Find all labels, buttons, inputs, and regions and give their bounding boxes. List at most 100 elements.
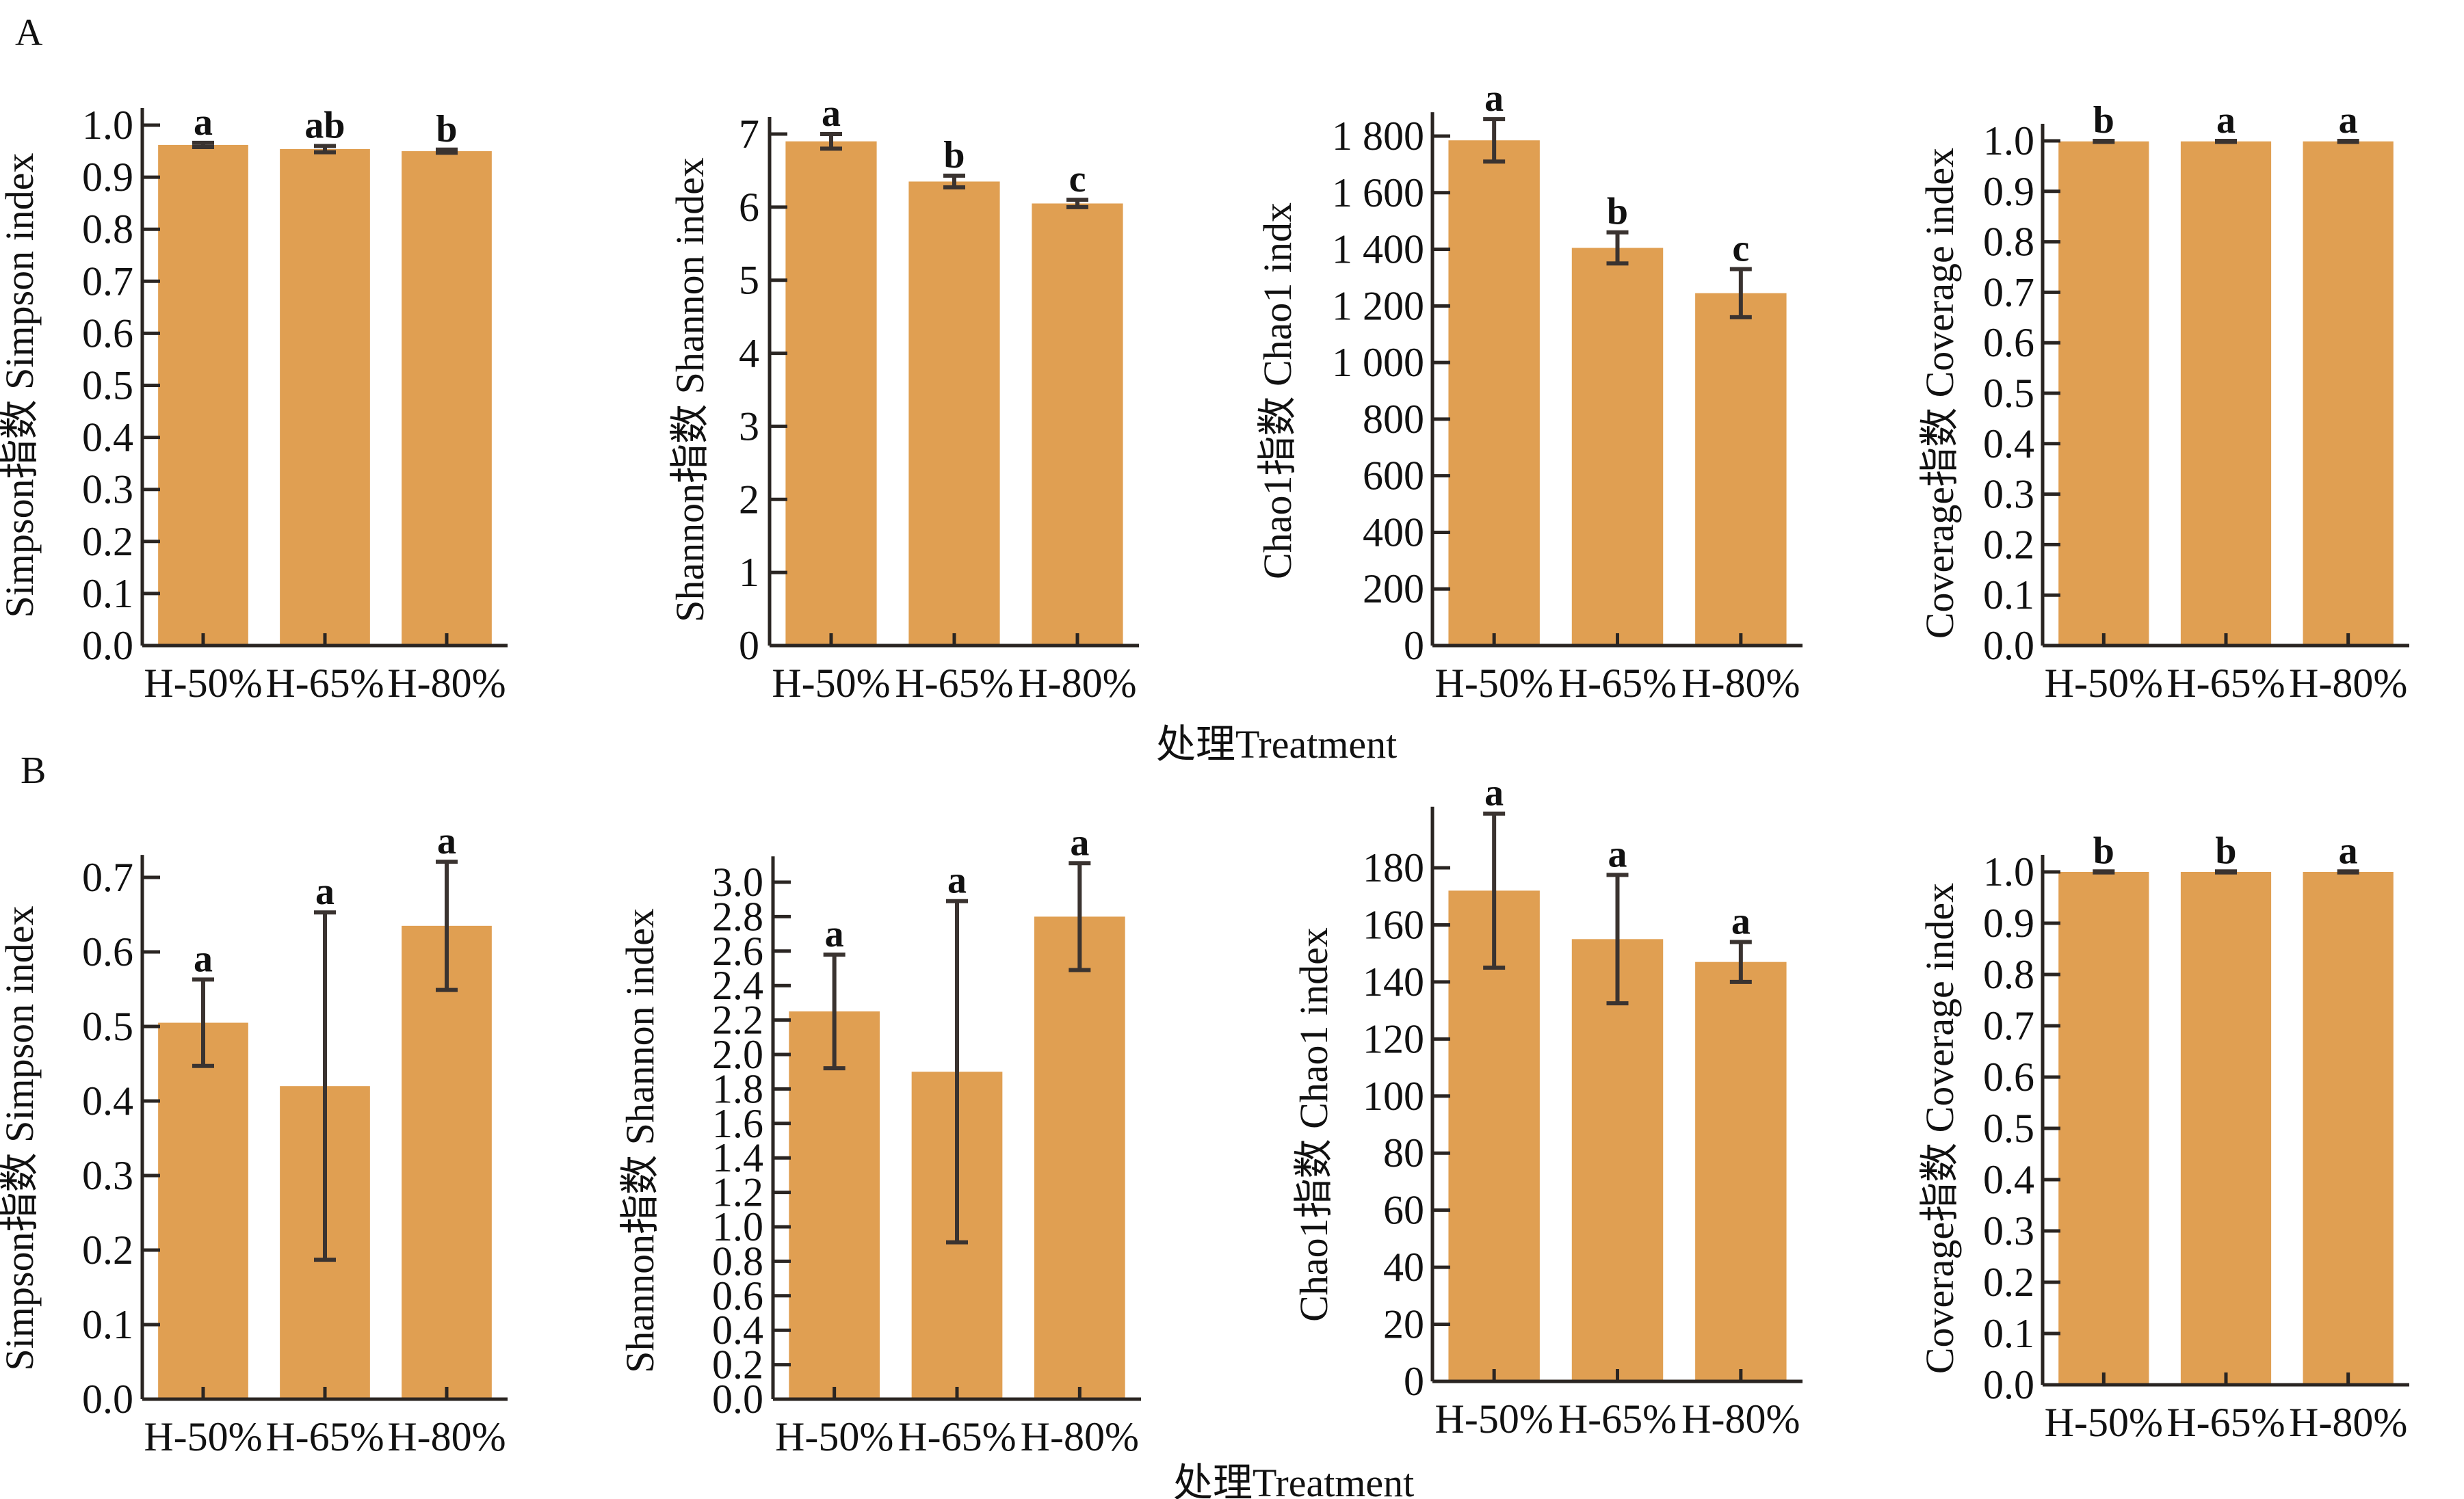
error-bar (1729, 267, 1752, 319)
y-tick-label: 0.0 (82, 1377, 133, 1422)
x-tick-label: H-65% (2166, 1400, 2285, 1445)
significance-label: b (2093, 830, 2114, 872)
y-tick-label: 2.2 (712, 998, 763, 1043)
bar-h-65pct (1571, 248, 1664, 646)
significance-label: a (194, 938, 213, 980)
significance-label: a (1484, 772, 1504, 814)
bar-h-50pct (2058, 141, 2149, 646)
y-tick-label: 6 (739, 185, 759, 230)
significance-label: ab (304, 104, 345, 146)
significance-label: a (2339, 830, 2358, 872)
y-tick-label: 200 (1363, 566, 1424, 611)
significance-label: a (194, 101, 213, 144)
error-bar (820, 132, 842, 151)
y-tick-label: 600 (1363, 453, 1424, 499)
y-tick-label: 0.3 (82, 467, 133, 512)
y-axis-title: Shannon指数 Shannon index (668, 157, 712, 622)
bar-h-50pct (1448, 140, 1540, 646)
y-tick-label: 2 (739, 477, 759, 522)
y-tick-label: 1.0 (712, 1204, 763, 1249)
significance-label: a (822, 92, 841, 135)
x-tick-label: H-80% (1018, 661, 1136, 706)
y-tick-label: 0.5 (1983, 371, 2034, 416)
significance-label: c (1732, 228, 1749, 270)
y-tick-label: 0.0 (1983, 1362, 2034, 1407)
bar-h-50pct (158, 144, 248, 646)
y-tick-label: 1.0 (82, 103, 133, 148)
error-bar (1606, 230, 1629, 266)
y-tick-label: 1 000 (1332, 340, 1424, 385)
y-tick-label: 0.1 (82, 1302, 133, 1347)
error-bar (314, 144, 336, 155)
x-tick-label: H-50% (2045, 661, 2163, 706)
x-tick-label: H-65% (1558, 661, 1677, 706)
y-tick-label: 40 (1383, 1245, 1424, 1290)
y-tick-label: 0.6 (82, 310, 133, 356)
y-tick-label: 0.5 (82, 1004, 133, 1049)
y-tick-label: 0.7 (82, 258, 133, 304)
y-tick-label: 0.4 (1983, 421, 2034, 466)
y-tick-label: 1 200 (1332, 283, 1424, 328)
bar-h-65pct (2180, 141, 2272, 646)
x-tick-label: H-65% (897, 1414, 1016, 1459)
y-tick-label: 800 (1363, 397, 1424, 442)
significance-label: b (436, 108, 457, 150)
bar-h-80pct (1032, 203, 1123, 646)
x-tick-label: H-65% (265, 661, 384, 706)
significance-label: a (1731, 900, 1751, 942)
x-tick-label: H-50% (1435, 1396, 1554, 1442)
y-tick-label: 2.6 (712, 929, 763, 974)
significance-label: a (2339, 99, 2358, 142)
bar-h-65pct (1571, 939, 1664, 1381)
error-bar (2215, 869, 2237, 875)
y-tick-label: 0.7 (1983, 269, 2034, 315)
significance-label: a (315, 871, 335, 913)
y-axis-title: Simpson指数 Simpson index (0, 153, 42, 618)
y-tick-label: 0.2 (1983, 522, 2034, 567)
significance-label: a (2216, 99, 2236, 142)
x-tick-label: H-80% (1681, 1396, 1800, 1442)
y-tick-label: 0.2 (1983, 1260, 2034, 1305)
significance-label: a (947, 860, 967, 902)
y-tick-label: 0.9 (82, 155, 133, 200)
y-tick-label: 4 (739, 331, 759, 376)
bar-h-50pct (785, 141, 877, 646)
x-tick-label: H-65% (265, 1414, 384, 1459)
x-tick-label: H-50% (144, 1414, 262, 1459)
x-tick-label: H-80% (2289, 661, 2407, 706)
error-bar (2337, 869, 2359, 875)
y-tick-label: 1 400 (1332, 227, 1424, 272)
bar-h-80pct (1695, 293, 1787, 646)
y-tick-label: 0 (1404, 1359, 1424, 1404)
x-tick-label: H-80% (1681, 661, 1800, 706)
y-axis-title: Chao1指数 Chao1 indx (1255, 202, 1300, 579)
error-bar (946, 899, 968, 1245)
error-bar (436, 147, 458, 155)
y-tick-label: 2.8 (712, 894, 763, 939)
y-tick-label: 0.8 (712, 1238, 763, 1284)
y-tick-label: 2.0 (712, 1032, 763, 1077)
y-tick-label: 0.8 (82, 207, 133, 252)
error-bar (2337, 139, 2359, 144)
chart-b-chao1: Chao1指数 Chao1 index a H-50% a H-65% a H-80% 0 20… (1292, 772, 1803, 1442)
y-tick-label: 120 (1363, 1016, 1424, 1061)
x-tick-label: H-65% (1558, 1396, 1677, 1442)
chart-a-simpson: Simpson指数 Simpson index a H-50% ab H-65% b H-8… (0, 101, 508, 706)
bar-h-50pct (2058, 872, 2149, 1385)
error-bar (1483, 811, 1506, 970)
y-tick-label: 0.0 (712, 1377, 763, 1422)
chart-a-coverage: Coverage指数 Coverage index b H-50% a H-65% a H-… (1917, 99, 2409, 706)
error-bar (2093, 869, 2115, 875)
error-bar (436, 860, 458, 992)
y-tick-label: 0.7 (1983, 1003, 2034, 1048)
y-tick-label: 0.8 (1983, 952, 2034, 997)
y-tick-label: 0.2 (712, 1342, 763, 1388)
error-bar (2215, 139, 2237, 144)
y-tick-label: 0.5 (82, 363, 133, 408)
y-tick-label: 0.6 (82, 929, 133, 974)
chart-b-simpson: Simpson指数 Simpson index a H-50% a H-65% a H-80… (0, 820, 508, 1459)
y-tick-label: 1.6 (712, 1101, 763, 1146)
significance-label: b (2093, 99, 2114, 142)
y-tick-label: 0 (1404, 623, 1424, 668)
